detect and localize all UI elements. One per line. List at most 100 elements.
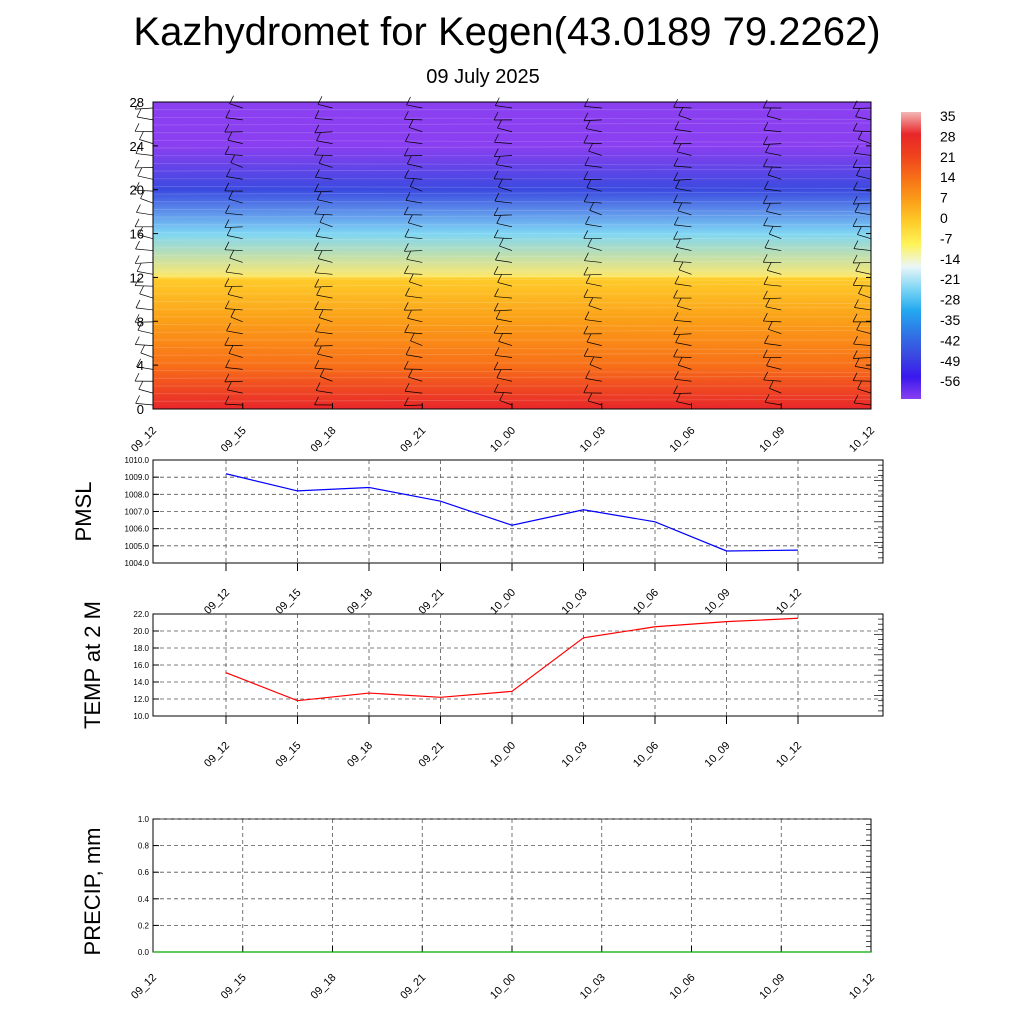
wind-barb [137,271,154,275]
wind-barb [495,259,513,263]
wind-barb [135,403,154,406]
wind-barb [673,333,692,336]
wind-barb-flag [495,251,500,261]
wind-barb-flag [319,368,325,377]
heatmap-panel: 0 4 8 12 16 20 24 28 09_12 09_15 09_18 09_21 10_00 10… [129,95,877,455]
wind-barb [496,318,513,323]
wind-barb [410,186,423,192]
wind-barb [857,388,872,394]
wind-barb-flag [587,392,593,402]
wind-barb [229,257,243,263]
wind-barb [404,177,423,180]
wind-barb [226,176,243,180]
wind-barb [587,400,602,406]
wind-barb-flag [673,289,678,299]
xtick-label: 10_00 [488,587,518,617]
ytick-label: 0.6 [138,868,150,877]
wind-barb [765,152,782,156]
wind-barb-flag [678,107,684,116]
wind-barb-flag [224,241,230,250]
wind-barb [676,246,692,251]
wind-barb [315,272,333,275]
wind-barb-flag [678,261,684,270]
wind-barb [225,308,243,311]
wind-barb-flag [314,264,320,273]
wind-barb [498,186,513,192]
xtick-label: 10_06 [631,740,661,770]
wind-barb-flag [314,110,320,119]
wind-barb [586,282,602,287]
heatmap-field [153,102,871,409]
wind-barb-flag [674,121,680,130]
wind-barb-flag [673,385,678,394]
contour-line [152,347,872,351]
wind-barb-flag [583,348,589,357]
wind-barb-flag [494,192,500,202]
xtick-label: 10_12 [774,587,804,617]
wind-barb [230,162,243,168]
wind-barb-flag [315,382,321,391]
wind-barb [318,162,333,168]
wind-barb-flag [314,183,319,192]
wind-barb [585,223,602,228]
wind-barb-flag [314,301,319,310]
wind-barb-flag [674,371,679,380]
wind-barb [404,404,423,407]
wind-barb-flag [404,243,409,252]
wind-barb [406,258,423,263]
wind-barb [496,377,513,382]
xtick-label: 09_21 [398,972,428,1002]
xtick-label: 09_12 [202,587,232,617]
wind-barb-flag [224,219,230,228]
colorbar-label: -56 [940,373,960,389]
wind-barb-flag [493,302,499,312]
wind-barb [137,329,154,335]
xtick-label: 10_06 [631,587,661,617]
wind-barb [584,319,602,323]
wind-barb [404,118,423,121]
wind-barb [227,389,243,394]
wind-barb [319,221,333,228]
wind-barb-flag [227,381,232,391]
wind-barb [224,403,243,406]
contour-line [152,329,872,333]
wind-barb [673,356,692,358]
wind-barb-flag [139,285,144,295]
contour-line [152,122,872,126]
wind-barb [853,189,872,192]
wind-barb [227,235,243,240]
wind-barb-flag [673,135,678,144]
ytick-label: 1008.0 [125,490,150,499]
wind-barb-flag [136,108,142,118]
xtick-label: 10_00 [488,740,518,770]
wind-barb-flag [763,217,768,226]
wind-barb [676,401,692,406]
colorbar-label: -49 [940,353,960,369]
wind-barb-flag [314,205,320,215]
wind-barb-flag [587,238,593,247]
wind-barb-flag [583,171,589,180]
wind-barb-flag [763,371,768,381]
wind-barb [314,285,333,288]
wind-barb-flag [583,112,589,121]
wind-barb-flag [853,335,858,345]
wind-barb [405,200,423,204]
wind-barb-flag [493,383,499,393]
wind-barb-flag [136,204,141,213]
wind-barb [228,198,243,204]
wind-barb-flag [314,279,320,288]
xtick-label: 09_18 [309,972,339,1002]
wind-barb-flag [499,237,504,247]
ytick-label: 16.0 [133,661,149,670]
wind-barb-flag [764,394,770,403]
wind-barb-flag [226,168,231,177]
wind-barb-flag [852,350,858,359]
wind-barb [763,129,782,133]
wind-barb-flag [586,179,592,188]
wind-barb-flag [498,333,503,342]
wind-barb [139,139,154,144]
axis-ylabel: TEMP at 2 M [80,601,105,729]
wind-barb-flag [404,265,409,274]
wind-barb [498,341,513,346]
wind-barb [853,380,872,382]
